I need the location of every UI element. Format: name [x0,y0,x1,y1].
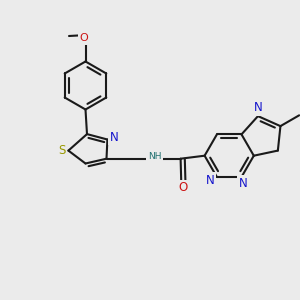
Text: N: N [206,173,215,187]
Text: N: N [110,130,118,144]
Text: O: O [80,33,88,43]
Text: NH: NH [148,152,161,161]
Text: O: O [178,181,188,194]
Text: N: N [238,177,247,190]
Text: N: N [254,101,263,114]
Text: S: S [58,144,65,157]
